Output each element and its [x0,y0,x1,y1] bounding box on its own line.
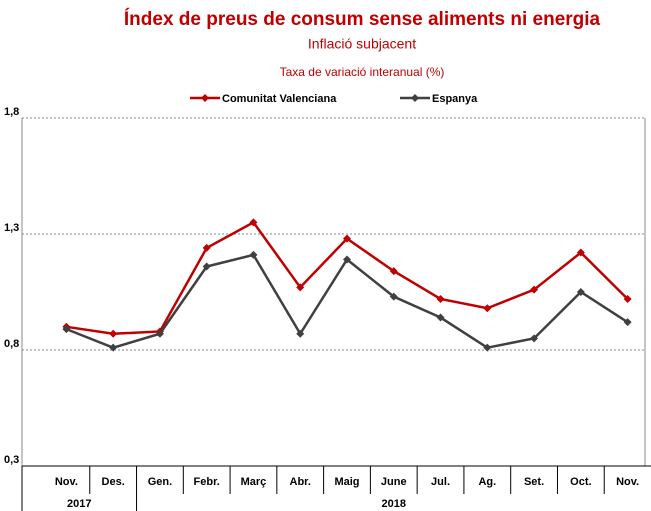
x-tick-label: Febr. [194,476,220,488]
year-label: 2017 [67,498,91,510]
x-tick-label: Jul. [431,476,450,488]
y-tick-label: 0,8 [4,338,19,350]
y-tick-label: 0,3 [4,454,19,466]
point-marker [530,334,539,343]
point-marker [155,329,164,338]
point-marker [296,329,305,338]
point-marker [436,313,445,322]
series-line [65,253,629,350]
legend-marker [411,94,419,102]
legend-label: Espanya [432,93,478,105]
x-tick-label: Des. [102,476,125,488]
point-marker [483,304,492,313]
point-marker [249,250,258,259]
point-marker [576,288,585,296]
chart-subtitle: Inflació subjacent [308,36,416,52]
point-marker [623,294,632,303]
x-tick-label: June [381,476,407,488]
y-axis-label: Taxa de variació interanual (%) [280,65,445,79]
x-tick-label: Gen. [148,476,172,488]
legend-marker [201,94,209,102]
legend-label: Comunitat Valenciana [222,93,337,105]
point-marker [483,343,492,352]
point-marker [202,262,211,271]
point-marker [389,292,398,301]
y-tick-label: 1,8 [4,106,19,118]
point-marker [576,248,585,257]
x-tick-label: Set. [524,476,544,488]
point-marker [202,243,211,252]
year-label: 2018 [382,498,406,510]
point-marker [530,285,539,294]
x-tick-label: Oct. [570,476,591,488]
point-marker [109,329,118,338]
point-marker [436,294,445,303]
chart-title: Índex de preus de consum sense aliments … [124,8,601,30]
x-tick-label: Març [241,476,267,488]
x-tick-label: Nov. [616,476,639,488]
point-marker [62,325,71,334]
x-tick-label: Maig [334,476,359,488]
x-tick-label: Ag. [478,476,496,488]
x-tick-label: Nov. [55,476,78,488]
point-marker [343,255,351,264]
point-marker [296,283,305,292]
point-marker [109,343,118,352]
point-marker [343,234,351,243]
x-tick-label: Abr. [290,476,311,488]
point-marker [249,218,258,227]
point-marker [389,267,398,276]
point-marker [623,318,632,327]
y-tick-label: 1,3 [4,222,19,234]
